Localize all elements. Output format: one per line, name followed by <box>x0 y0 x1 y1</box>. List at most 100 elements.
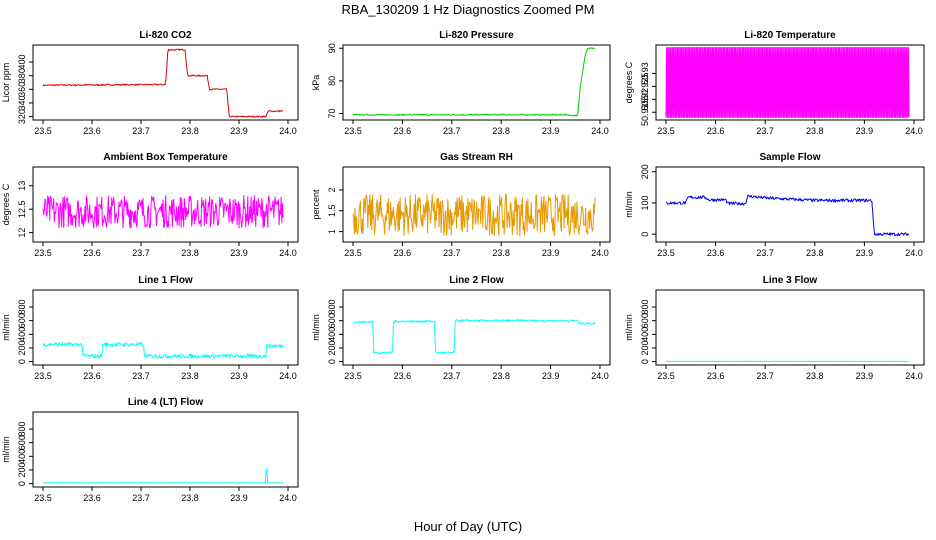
x-tick-label: 24.0 <box>279 371 297 381</box>
panel-8: Line 2 Flow ml/min 23.5 23.6 23.7 23.8 23.9 24.… <box>311 275 611 381</box>
x-tick-label: 23.9 <box>230 493 248 503</box>
y-tick-label: 200 <box>327 340 337 355</box>
panel-4: Ambient Box Temperature degrees C 23.5 23.6… <box>1 152 299 258</box>
y-tick-label: 100 <box>640 195 650 210</box>
series-line <box>352 47 596 117</box>
x-tick-label: 23.9 <box>856 248 874 258</box>
x-tick-label: 23.7 <box>132 371 150 381</box>
x-tick-label: 23.7 <box>443 126 461 136</box>
panel-2: Li-820 Pressure kPa 23.5 23.6 23.7 23.8 23.9 24… <box>311 30 611 136</box>
y-tick-label: 400 <box>17 55 27 70</box>
x-tick-label: 23.7 <box>756 248 774 258</box>
x-tick-label: 24.0 <box>591 248 609 258</box>
y-tick-label: 600 <box>327 313 337 328</box>
y-tick-label: 600 <box>640 313 650 328</box>
x-tick-label: 23.6 <box>83 248 101 258</box>
panel-9: Line 3 Flow ml/min 23.5 23.6 23.7 23.8 23.9 24.… <box>624 275 925 381</box>
y-axis-label: degrees C <box>1 183 11 225</box>
series-line <box>352 319 596 355</box>
y-tick-label: 1 <box>327 229 337 234</box>
panel-6: Sample Flow ml/min 23.5 23.6 23.7 23.8 23.9 24.… <box>624 152 925 258</box>
figure-xlabel: Hour of Day (UTC) <box>414 519 522 534</box>
y-tick-label: 0 <box>17 359 27 364</box>
series-line <box>42 195 284 229</box>
y-tick-label: 800 <box>17 422 27 437</box>
x-tick-label: 23.5 <box>344 371 362 381</box>
y-tick-label: 12 <box>17 228 27 238</box>
x-tick-label: 23.5 <box>344 126 362 136</box>
x-tick-label: 23.9 <box>856 126 874 136</box>
panel-frame <box>655 44 925 121</box>
panel-frame <box>32 44 299 121</box>
x-tick-label: 23.6 <box>83 371 101 381</box>
x-tick-label: 23.5 <box>657 248 675 258</box>
y-tick-label: 50.93 <box>640 62 650 85</box>
x-tick-label: 23.7 <box>132 248 150 258</box>
x-tick-label: 23.9 <box>230 248 248 258</box>
x-tick-label: 23.7 <box>443 371 461 381</box>
y-tick-label: 0 <box>640 359 650 364</box>
x-tick-label: 23.9 <box>542 126 560 136</box>
y-tick-label: 400 <box>17 327 27 342</box>
y-axis-label: ml/min <box>1 314 11 341</box>
series-line <box>352 193 596 237</box>
x-tick-label: 24.0 <box>279 126 297 136</box>
panel-frame <box>655 166 925 243</box>
y-tick-label: 50.92 <box>640 88 650 111</box>
y-axis-label: ml/min <box>1 436 11 463</box>
panel-3: Li-820 Temperature degrees C 23.5 23.6 23.7 2… <box>624 30 925 136</box>
y-tick-label: 800 <box>640 300 650 315</box>
x-tick-label: 24.0 <box>279 493 297 503</box>
y-tick-label: 800 <box>327 300 337 315</box>
y-tick-label: 90 <box>327 43 337 53</box>
y-tick-label: 50.925 <box>640 73 650 101</box>
x-tick-label: 23.7 <box>443 248 461 258</box>
y-tick-label: 360 <box>17 82 27 97</box>
x-tick-label: 23.5 <box>34 248 52 258</box>
x-tick-label: 23.6 <box>83 493 101 503</box>
y-tick-label: 200 <box>17 340 27 355</box>
x-tick-label: 23.9 <box>856 371 874 381</box>
x-tick-label: 24.0 <box>591 371 609 381</box>
y-tick-label: 380 <box>17 68 27 83</box>
x-tick-label: 23.8 <box>181 493 199 503</box>
y-tick-label: 0 <box>17 481 27 486</box>
x-tick-label: 23.5 <box>34 371 52 381</box>
y-tick-label: 2 <box>327 187 337 192</box>
x-tick-label: 23.9 <box>230 371 248 381</box>
x-tick-label: 23.8 <box>181 248 199 258</box>
panel-5: Gas Stream RH percent 23.5 23.6 23.7 23.8 23.9… <box>311 152 611 258</box>
panel-title: Line 4 (LT) Flow <box>128 397 204 408</box>
y-axis-label: percent <box>311 189 321 220</box>
y-tick-label: 400 <box>327 327 337 342</box>
y-tick-label: 70 <box>327 108 337 118</box>
panel-title: Sample Flow <box>759 152 820 163</box>
y-tick-label: 320 <box>17 109 27 124</box>
y-tick-label: 200 <box>17 462 27 477</box>
y-tick-label: 0 <box>640 232 650 237</box>
x-tick-label: 23.6 <box>394 371 412 381</box>
x-tick-label: 24.0 <box>905 126 923 136</box>
x-tick-label: 24.0 <box>905 371 923 381</box>
panel-frame <box>342 289 611 366</box>
panel-title: Line 2 Flow <box>449 275 504 286</box>
x-tick-label: 23.8 <box>806 126 824 136</box>
x-tick-label: 23.9 <box>542 371 560 381</box>
y-axis-label: degrees C <box>624 61 634 103</box>
figure-title: RBA_130209 1 Hz Diagnostics Zoomed PM <box>342 2 595 17</box>
y-tick-label: 600 <box>17 435 27 450</box>
x-tick-label: 23.8 <box>492 126 510 136</box>
y-axis-label: kPa <box>311 75 321 91</box>
x-tick-label: 23.6 <box>83 126 101 136</box>
y-axis-label: ml/min <box>311 314 321 341</box>
panel-frame <box>32 411 299 488</box>
x-tick-label: 23.5 <box>34 126 52 136</box>
x-tick-label: 23.7 <box>756 371 774 381</box>
panel-frame <box>342 44 611 121</box>
x-tick-label: 23.5 <box>657 126 675 136</box>
series-line <box>665 194 910 237</box>
x-tick-label: 23.8 <box>806 371 824 381</box>
y-tick-label: 12.5 <box>17 200 27 218</box>
x-tick-label: 23.8 <box>492 248 510 258</box>
